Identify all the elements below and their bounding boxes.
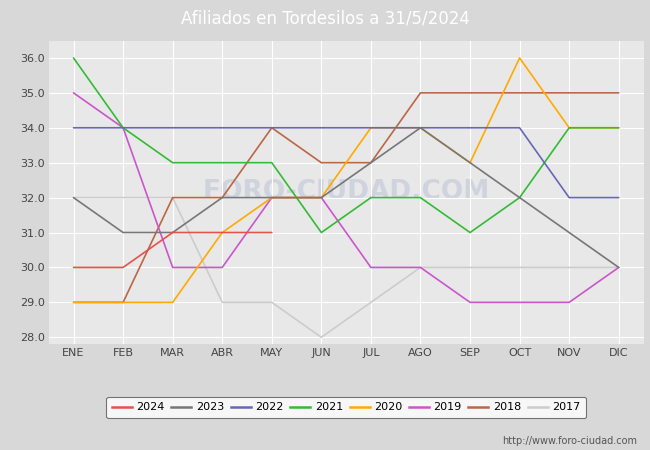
Text: Afiliados en Tordesilos a 31/5/2024: Afiliados en Tordesilos a 31/5/2024 <box>181 9 469 27</box>
Legend: 2024, 2023, 2022, 2021, 2020, 2019, 2018, 2017: 2024, 2023, 2022, 2021, 2020, 2019, 2018… <box>107 397 586 418</box>
Text: FORO-CIUDAD.COM: FORO-CIUDAD.COM <box>202 180 490 205</box>
Text: http://www.foro-ciudad.com: http://www.foro-ciudad.com <box>502 436 637 446</box>
